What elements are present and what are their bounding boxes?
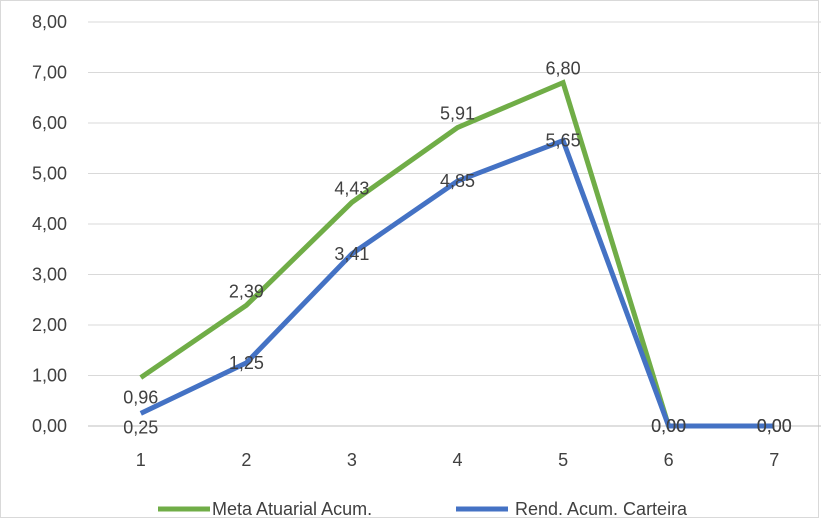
data-label: 1,25 [229, 353, 264, 373]
data-label: 6,80 [546, 59, 581, 79]
gridlines [88, 21, 821, 427]
data-label: 3,41 [334, 244, 369, 264]
data-label: 0,96 [123, 388, 158, 408]
series-lines [139, 79, 775, 429]
y-tick-label: 0,00 [32, 416, 67, 436]
data-label: 4,43 [334, 178, 369, 198]
x-tick-label: 1 [136, 450, 146, 470]
x-tick-label: 6 [664, 450, 674, 470]
data-label: 0,00 [651, 416, 686, 436]
data-label: 2,39 [229, 281, 264, 301]
data-labels: 0,96 2,39 4,43 5,91 6,80 0,00 0,00 0,25 1,25 3,41… [123, 59, 791, 438]
x-tick-label: 5 [558, 450, 568, 470]
legend: Meta Atuarial Acum. Rend. Acum. Carteira [158, 499, 688, 519]
data-label: 0,00 [651, 416, 686, 436]
y-tick-label: 8,00 [32, 12, 67, 32]
legend-label: Rend. Acum. Carteira [515, 499, 688, 519]
x-tick-label: 2 [241, 450, 251, 470]
y-tick-label: 4,00 [32, 214, 67, 234]
y-tick-label: 1,00 [32, 366, 67, 386]
y-tick-label: 6,00 [32, 113, 67, 133]
y-tick-label: 3,00 [32, 265, 67, 285]
data-label: 0,25 [123, 417, 158, 437]
x-axis-ticks: 1 2 3 4 5 6 7 [136, 450, 779, 470]
data-label: 5,91 [440, 104, 475, 124]
data-label: 5,65 [546, 131, 581, 151]
y-axis-ticks: 0,00 1,00 2,00 3,00 4,00 5,00 6,00 7,00 8,00 [32, 12, 67, 436]
data-label: 0,00 [757, 416, 792, 436]
y-tick-label: 7,00 [32, 63, 67, 83]
series-line-meta-atuarial [139, 79, 775, 429]
x-tick-label: 4 [452, 450, 462, 470]
data-label: 4,85 [440, 171, 475, 191]
y-tick-label: 2,00 [32, 315, 67, 335]
legend-label: Meta Atuarial Acum. [212, 499, 372, 519]
series-line-rend-carteira [139, 137, 775, 429]
x-tick-label: 3 [347, 450, 357, 470]
y-tick-label: 5,00 [32, 164, 67, 184]
data-label: 0,00 [757, 416, 792, 436]
x-tick-label: 7 [769, 450, 779, 470]
